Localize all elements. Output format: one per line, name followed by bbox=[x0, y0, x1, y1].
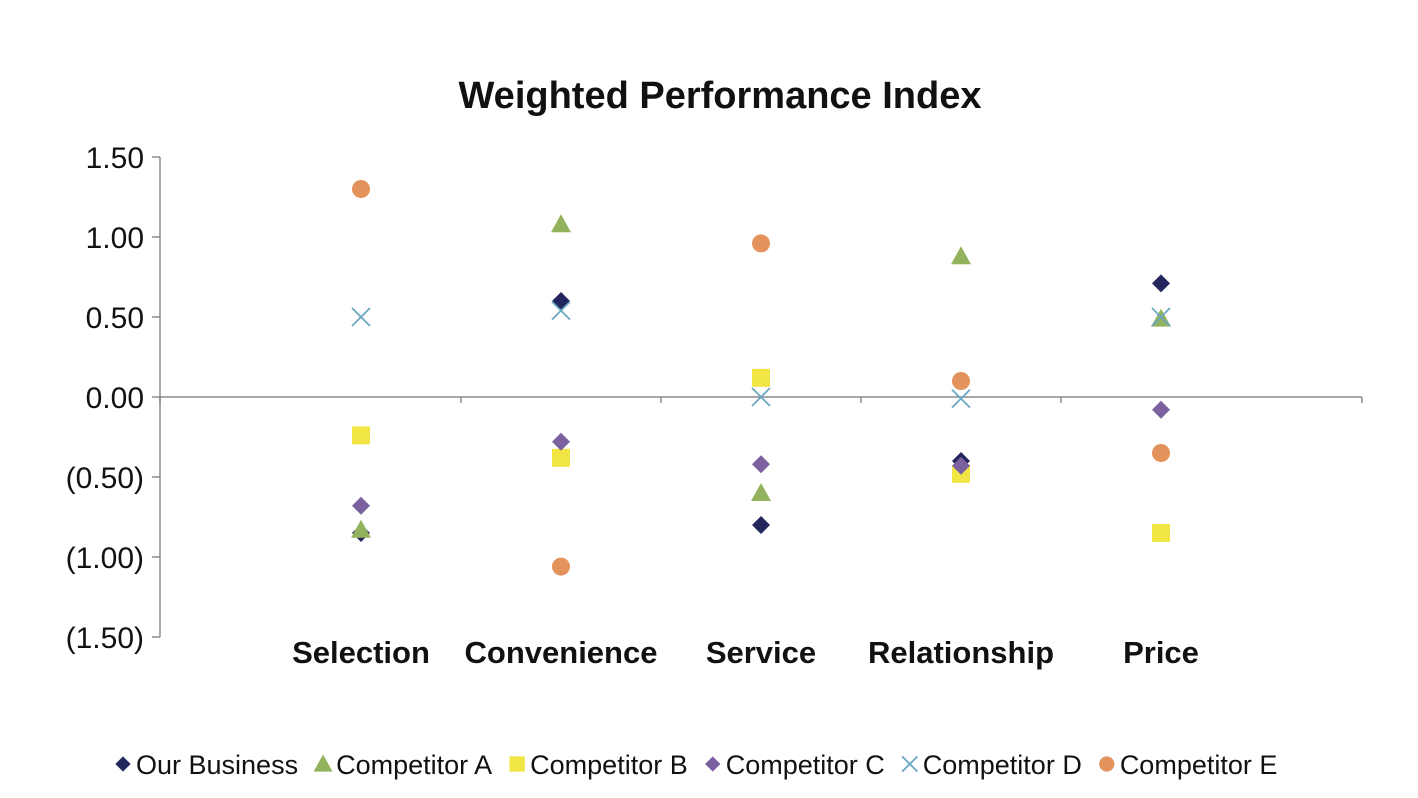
point-competitor-d bbox=[951, 388, 971, 409]
chart-axes bbox=[152, 156, 1363, 638]
point-our-business bbox=[552, 292, 570, 310]
point-competitor-c bbox=[352, 496, 370, 515]
chart-marks bbox=[351, 180, 1171, 576]
legend-label: Competitor B bbox=[530, 750, 688, 780]
point-competitor-d bbox=[551, 300, 571, 321]
point-competitor-b bbox=[552, 448, 570, 467]
y-tick-label: 1.50 bbox=[86, 142, 144, 175]
point-competitor-d bbox=[351, 307, 371, 327]
point-competitor-a bbox=[751, 483, 771, 501]
x-tick-label: Selection bbox=[292, 635, 430, 670]
y-tick-label: (1.50) bbox=[66, 622, 144, 655]
point-competitor-e bbox=[1152, 444, 1170, 462]
legend-label: Competitor C bbox=[726, 750, 885, 780]
point-competitor-c bbox=[1152, 400, 1170, 419]
point-our-business bbox=[752, 516, 770, 534]
legend-item-competitor-a: Competitor A bbox=[313, 750, 492, 780]
point-competitor-d bbox=[1151, 307, 1171, 327]
legend-marker-competitor-a bbox=[313, 754, 333, 772]
y-tick-label: 1.00 bbox=[86, 222, 144, 255]
legend-item-competitor-c: Competitor C bbox=[705, 750, 885, 780]
point-competitor-e bbox=[352, 180, 370, 198]
legend-marker-competitor-e bbox=[1099, 756, 1115, 772]
legend-marker-competitor-b bbox=[509, 756, 525, 772]
chart-tick-labels: 1.50 1.00 0.50 0.00 (0.50) (1.00) (1.50) Select… bbox=[66, 142, 1199, 670]
x-tick-label: Price bbox=[1123, 635, 1199, 670]
point-competitor-d bbox=[751, 387, 771, 407]
x-tick-label: Convenience bbox=[465, 635, 658, 670]
legend-item-competitor-e: Competitor E bbox=[1099, 750, 1277, 780]
y-tick-label: 0.00 bbox=[86, 382, 144, 415]
point-competitor-a bbox=[551, 214, 571, 233]
point-competitor-b bbox=[752, 368, 770, 387]
y-tick-label: 0.50 bbox=[86, 302, 144, 335]
legend-marker-competitor-d bbox=[901, 755, 919, 773]
legend-label: Our Business bbox=[136, 750, 298, 780]
point-competitor-c bbox=[752, 455, 770, 474]
point-competitor-e bbox=[552, 557, 570, 576]
legend-label: Competitor E bbox=[1120, 750, 1278, 780]
point-competitor-b bbox=[352, 426, 370, 445]
point-competitor-e bbox=[752, 234, 770, 253]
legend-item-our-business: Our Business bbox=[115, 750, 298, 780]
point-competitor-e bbox=[952, 372, 970, 390]
legend-marker-competitor-c bbox=[705, 756, 721, 772]
x-tick-label: Service bbox=[706, 635, 816, 670]
chart-title: Weighted Performance Index bbox=[459, 75, 982, 117]
legend-label: Competitor D bbox=[923, 750, 1082, 780]
point-competitor-c bbox=[552, 432, 570, 451]
y-tick-label: (0.50) bbox=[66, 462, 144, 495]
point-competitor-b bbox=[1152, 524, 1170, 542]
x-tick-label: Relationship bbox=[868, 635, 1054, 670]
legend-label: Competitor A bbox=[336, 750, 492, 780]
point-competitor-a bbox=[351, 519, 371, 538]
point-our-business bbox=[1152, 274, 1170, 293]
legend-item-competitor-b: Competitor B bbox=[509, 750, 688, 780]
chart-legend: Our Business Competitor A Competitor B Comp… bbox=[115, 750, 1277, 780]
legend-item-competitor-d: Competitor D bbox=[901, 750, 1082, 780]
point-competitor-c bbox=[952, 456, 970, 475]
point-competitor-a bbox=[951, 246, 971, 265]
y-tick-label: (1.00) bbox=[66, 542, 144, 575]
legend-marker-our-business bbox=[115, 756, 131, 772]
